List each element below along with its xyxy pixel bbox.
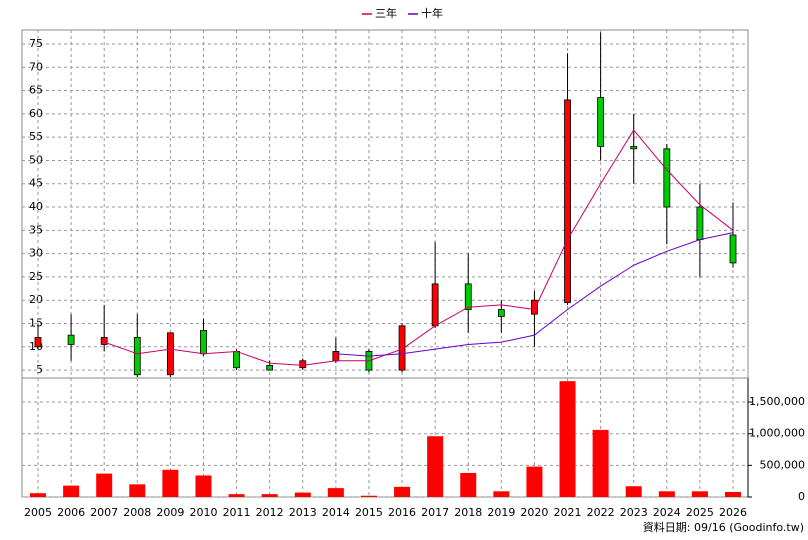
candle-body — [630, 146, 638, 150]
volume-bar — [129, 484, 146, 497]
x-tick-label: 2017 — [421, 506, 449, 519]
ma-line — [335, 232, 734, 357]
y-tick-label: 20 — [29, 293, 43, 306]
candle-body — [133, 337, 141, 376]
y-tick-label: 65 — [29, 84, 43, 97]
volume-bar — [228, 494, 245, 497]
x-tick-label: 2012 — [256, 506, 284, 519]
x-tick-label: 2005 — [24, 506, 52, 519]
volume-bar — [394, 486, 411, 497]
volume-bar — [427, 436, 444, 497]
x-tick-label: 2023 — [620, 506, 648, 519]
x-tick-label: 2018 — [454, 506, 482, 519]
candle-body — [200, 330, 207, 355]
volume-bar — [725, 491, 741, 497]
x-tick-label: 2020 — [520, 506, 548, 519]
y2-tick-label: 500,000 — [760, 458, 806, 471]
y-tick-label: 70 — [29, 60, 43, 73]
candle-body — [34, 337, 42, 348]
y2-tick-label: 0 — [798, 490, 805, 503]
volume-bar — [63, 485, 80, 497]
volume-bar — [526, 466, 543, 497]
x-tick-label: 2008 — [123, 506, 151, 519]
candle-body — [531, 299, 538, 315]
candle-body — [166, 332, 174, 376]
volume-bar — [162, 469, 179, 497]
candle-body — [398, 325, 406, 371]
y-tick-label: 75 — [29, 37, 43, 50]
y2-tick-label: 1,000,000 — [749, 427, 805, 440]
y-tick-label: 60 — [29, 107, 43, 120]
x-tick-label: 2011 — [223, 506, 251, 519]
y-tick-label: 5 — [36, 363, 43, 376]
y-tick-label: 50 — [29, 153, 43, 166]
legend-label: 三年 — [375, 6, 397, 20]
candle-body — [597, 97, 605, 147]
candle-body — [696, 206, 704, 241]
candle-body — [233, 351, 240, 369]
legend-label: 十年 — [421, 6, 443, 20]
x-tick-label: 2009 — [156, 506, 184, 519]
x-tick-label: 2007 — [90, 506, 118, 519]
volume-bar — [327, 488, 344, 497]
x-tick-label: 2016 — [388, 506, 416, 519]
source: 資料日期: 09/16 (Goodinfo.tw) — [643, 520, 804, 534]
x-tick-label: 2010 — [189, 506, 217, 519]
candle-body — [266, 365, 274, 371]
candle-body — [67, 334, 75, 345]
volume-bar — [493, 491, 510, 497]
candle-body — [729, 234, 737, 264]
y-tick-label: 40 — [29, 200, 43, 213]
plot-frame — [21, 29, 749, 498]
candle-body — [564, 99, 571, 303]
volume-bar — [559, 381, 576, 497]
x-tick-label: 2019 — [487, 506, 515, 519]
y-tick-label: 25 — [29, 270, 43, 283]
y2-tick-label: 1,500,000 — [749, 395, 805, 408]
x-tick-label: 2021 — [554, 506, 582, 519]
x-tick-label: 2015 — [355, 506, 383, 519]
y-tick-label: 45 — [29, 177, 43, 190]
volume-bar — [592, 429, 609, 497]
x-tick-label: 2024 — [653, 506, 681, 519]
candle-body — [332, 351, 340, 362]
volume-bar — [360, 495, 377, 497]
x-tick-label: 2013 — [289, 506, 317, 519]
candle-body — [299, 360, 307, 369]
volume-bar — [691, 491, 708, 497]
x-tick-label: 2006 — [57, 506, 85, 519]
y-tick-label: 30 — [29, 247, 43, 260]
candle-body — [663, 148, 671, 208]
volume-bar — [658, 491, 675, 497]
y-tick-label: 15 — [29, 316, 43, 329]
volume-bar — [294, 492, 311, 497]
candle-body — [497, 309, 505, 317]
volume-bar — [96, 473, 113, 497]
candle-body — [464, 283, 472, 310]
candle-body — [431, 283, 439, 327]
y-tick-label: 35 — [29, 223, 43, 236]
x-tick-label: 2014 — [322, 506, 350, 519]
y-tick-label: 55 — [29, 130, 43, 143]
volume-bar — [30, 493, 46, 497]
x-tick-label: 2026 — [719, 506, 747, 519]
candle-body — [100, 337, 108, 345]
ma-line — [104, 129, 734, 366]
volume-bar — [195, 475, 212, 497]
volume-bar — [460, 472, 477, 497]
volume-bar — [625, 486, 642, 497]
x-tick-label: 2025 — [686, 506, 714, 519]
volume-bar — [261, 494, 278, 497]
x-tick-label: 2022 — [587, 506, 615, 519]
